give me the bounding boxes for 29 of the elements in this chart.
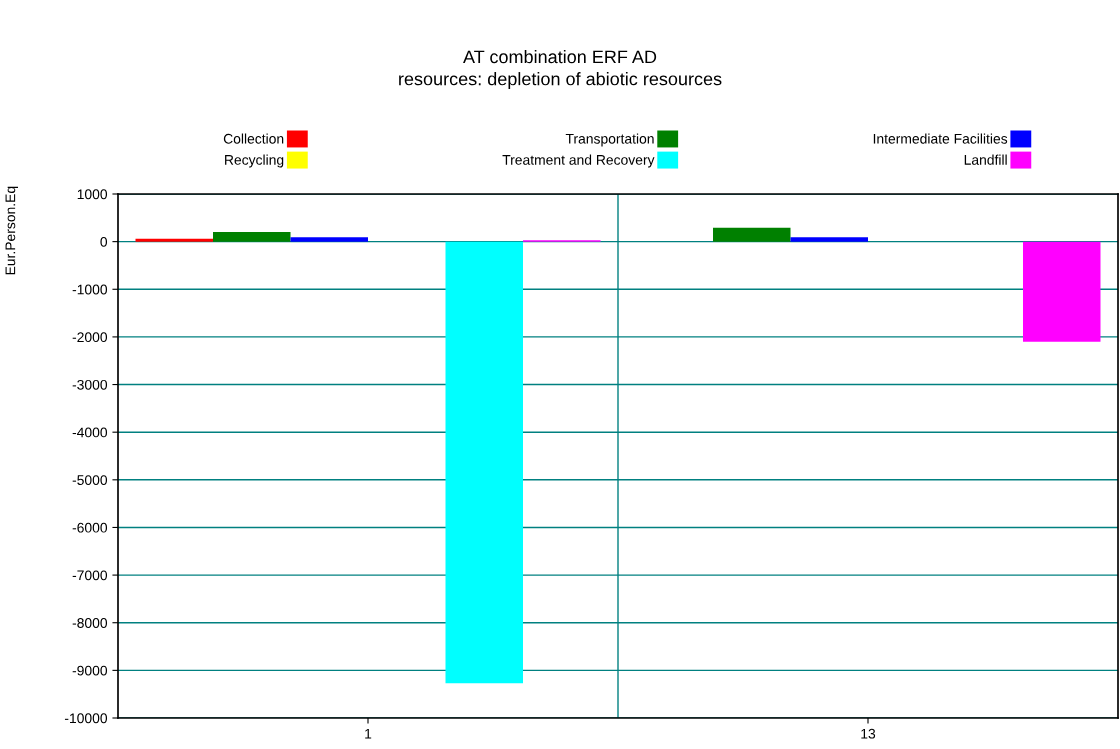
y-tick-label: -7000: [72, 570, 108, 581]
y-tick-label: 1000: [77, 189, 108, 200]
x-tick-label: 13: [861, 728, 876, 739]
y-tick-label: -6000: [72, 522, 108, 533]
legend-label: Collection: [223, 133, 284, 144]
y-tick-label: -8000: [72, 618, 108, 628]
y-tick-label: -10000: [64, 713, 108, 724]
y-tick-label: 0: [100, 236, 108, 247]
y-tick-label: -5000: [72, 475, 108, 485]
y-tick-label: -4000: [72, 427, 108, 438]
legend-label: Transportation: [565, 133, 654, 147]
bar: [1023, 241, 1101, 342]
legend-label: Recycling: [225, 154, 284, 168]
y-tick-label: -2000: [72, 332, 108, 343]
legend-label: Treatment and Recovery: [502, 154, 655, 168]
y-tick-label: -3000: [72, 379, 108, 390]
y-tick-label: -9000: [72, 665, 108, 676]
chart-title: AT combination ERF AD resources: depletion of abiotic resources: [399, 50, 722, 89]
x-tick-label: 1: [365, 728, 372, 739]
bar: [213, 232, 291, 242]
bar: [290, 237, 368, 242]
legend-label: Landfill: [964, 154, 1007, 165]
bar: [445, 241, 523, 684]
y-axis-title: Eur.Person.Eq: [5, 186, 18, 275]
bar: [135, 238, 213, 242]
bar: [790, 237, 868, 242]
legend-label: Intermediate Facilities: [873, 133, 1008, 144]
y-tick-label: -1000: [72, 284, 108, 295]
bar: [713, 227, 791, 242]
